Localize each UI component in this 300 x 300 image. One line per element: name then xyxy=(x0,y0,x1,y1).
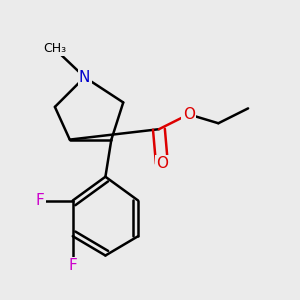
Text: N: N xyxy=(79,70,90,85)
Text: F: F xyxy=(68,258,77,273)
Text: CH₃: CH₃ xyxy=(43,42,67,56)
Text: O: O xyxy=(156,156,168,171)
Text: F: F xyxy=(36,193,44,208)
Text: O: O xyxy=(183,107,195,122)
